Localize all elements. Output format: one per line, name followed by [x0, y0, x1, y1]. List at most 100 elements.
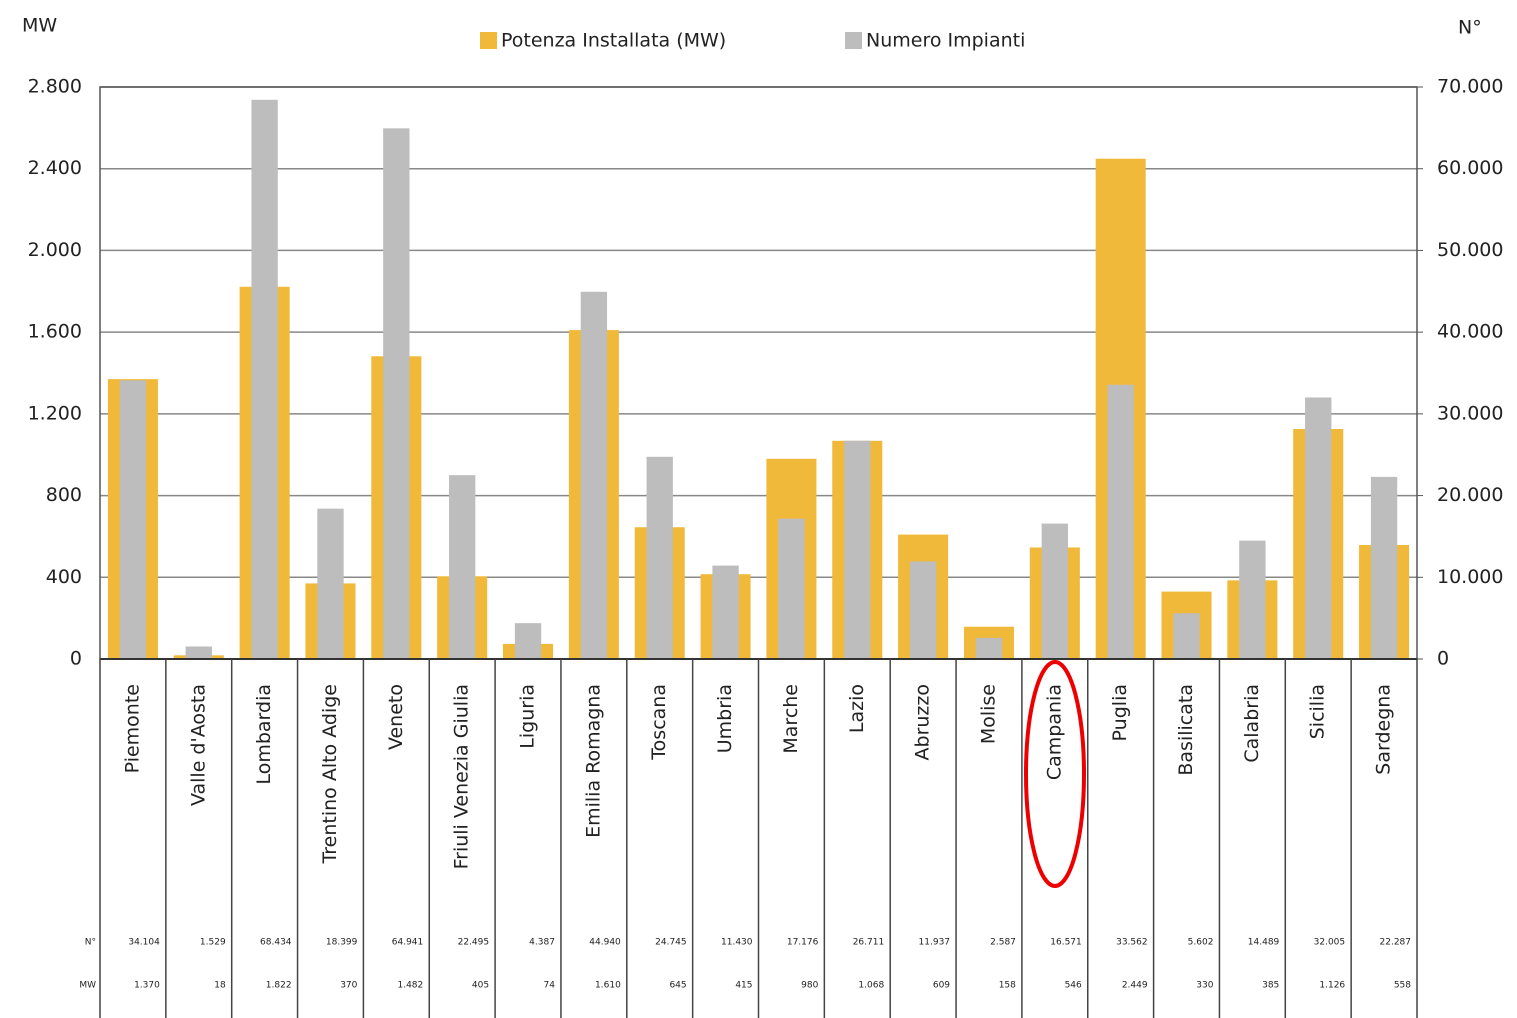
plot-frame: [99, 86, 1418, 660]
table-value: 22.287: [1380, 938, 1412, 948]
x-tick-label: Piemonte: [121, 684, 143, 773]
x-tick-label: Friuli Venezia Giulia: [451, 684, 473, 869]
table-value: 370: [340, 981, 357, 991]
table-value: 330: [1196, 981, 1213, 991]
table-value: 17.176: [787, 938, 819, 948]
table-value: 4.387: [529, 938, 555, 948]
table-row-label: N°: [85, 938, 96, 948]
table-value: 1.529: [200, 938, 226, 948]
table-value: 1.068: [858, 981, 884, 991]
bar: [185, 646, 212, 659]
legend-swatch: [845, 32, 862, 49]
bar: [449, 475, 476, 659]
table-value: 546: [1065, 981, 1082, 991]
x-tick-label: Sardegna: [1373, 684, 1395, 775]
y2-tick-label: 0: [1437, 648, 1449, 670]
x-tick-label: Molise: [977, 684, 999, 744]
table-value: 5.602: [1188, 938, 1214, 948]
y-axis-title: MW: [22, 15, 57, 37]
bar: [1173, 613, 1200, 659]
table-value: 1.126: [1319, 981, 1345, 991]
table-value: 74: [543, 981, 555, 991]
table-value: 1.822: [266, 981, 292, 991]
bar: [383, 128, 410, 660]
x-tick-label: Valle d'Aosta: [187, 684, 209, 806]
x-tick-label: Calabria: [1241, 684, 1263, 763]
x-tick-label: Lazio: [846, 684, 868, 733]
table-value: 14.489: [1248, 938, 1280, 948]
table-value: 34.104: [128, 938, 160, 948]
x-tick-label: Abruzzo: [912, 684, 934, 760]
table-value: 44.940: [589, 938, 621, 948]
bar: [119, 380, 147, 659]
y-tick-label: 2.400: [28, 157, 82, 179]
y2-tick-label: 50.000: [1437, 239, 1503, 261]
x-tick-label: Basilicata: [1175, 684, 1197, 776]
y-tick-label: 2.800: [28, 76, 82, 98]
bar: [1370, 476, 1398, 659]
x-tick-label: Toscana: [648, 684, 670, 761]
table-value: 1.370: [134, 981, 160, 991]
y2-tick-label: 40.000: [1437, 321, 1503, 343]
y2-tick-label: 10.000: [1437, 566, 1503, 588]
bar: [909, 561, 937, 659]
x-tick-label: Sicilia: [1307, 684, 1329, 739]
x-tick-label: Marche: [780, 684, 802, 754]
y-tick-label: 1.600: [28, 321, 82, 343]
y2-tick-label: 60.000: [1437, 157, 1503, 179]
table-value: 11.430: [721, 938, 753, 948]
bar: [712, 565, 739, 659]
bar: [646, 456, 673, 659]
table-value: 24.745: [655, 938, 687, 948]
x-tick-label: Liguria: [517, 684, 539, 749]
x-tick-label: Veneto: [385, 684, 407, 750]
x-tick-label: Campania: [1043, 684, 1065, 780]
table-value: 18.399: [326, 938, 358, 948]
y2-tick-label: 20.000: [1437, 484, 1503, 506]
table-value: 385: [1262, 981, 1279, 991]
table-value: 980: [801, 981, 818, 991]
bar: [778, 518, 805, 659]
table-value: 16.571: [1050, 938, 1082, 948]
table-value: 405: [472, 981, 489, 991]
table-value: 11.937: [919, 938, 951, 948]
x-tick-label: Umbria: [714, 684, 736, 753]
highlight-ellipse: [1024, 660, 1086, 888]
x-tick-label: Puglia: [1109, 684, 1131, 741]
table-value: 18: [214, 981, 226, 991]
x-tick-label: Trentino Alto Adige: [319, 684, 341, 865]
y-tick-label: 800: [46, 484, 82, 506]
table-row-label: MW: [79, 981, 96, 991]
table-value: 32.005: [1314, 938, 1346, 948]
table-value: 645: [669, 981, 686, 991]
y2-axis-title: N°: [1458, 17, 1482, 39]
bar: [844, 440, 871, 659]
y-tick-label: 0: [70, 648, 82, 670]
legend-label: Potenza Installata (MW): [501, 30, 726, 52]
y-tick-label: 400: [46, 566, 82, 588]
table-value: 2.449: [1122, 981, 1148, 991]
legend-swatch: [480, 32, 497, 49]
y2-tick-label: 70.000: [1437, 76, 1503, 98]
x-tick-label: Emilia Romagna: [582, 684, 604, 838]
table-value: 2.587: [990, 938, 1016, 948]
y2-tick-label: 30.000: [1437, 402, 1503, 424]
bar: [514, 623, 542, 659]
y-tick-label: 2.000: [28, 239, 82, 261]
table-value: 33.562: [1116, 938, 1148, 948]
table-value: 158: [999, 981, 1016, 991]
bar: [1239, 540, 1266, 659]
table-value: 1.610: [595, 981, 621, 991]
table-value: 415: [735, 981, 752, 991]
bar: [317, 508, 344, 659]
legend-label: Numero Impianti: [866, 30, 1025, 52]
bar: [1041, 523, 1068, 659]
table-value: 26.711: [853, 938, 885, 948]
bar: [1305, 397, 1332, 659]
y-tick-label: 1.200: [28, 402, 82, 424]
bar: [1107, 384, 1134, 659]
table-value: 68.434: [260, 938, 292, 948]
table-value: 1.482: [397, 981, 423, 991]
bar: [580, 291, 608, 659]
